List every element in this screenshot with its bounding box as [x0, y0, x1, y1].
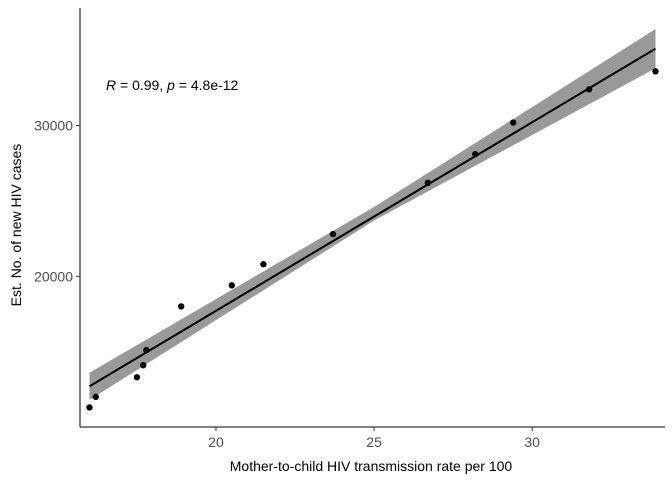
x-axis-title: Mother-to-child HIV transmission rate pe… — [230, 458, 513, 474]
data-point — [260, 261, 267, 268]
data-point — [92, 393, 100, 401]
correlation-annotation: R = 0.99, p = 4.8e-12 — [106, 77, 239, 93]
y-axis-title: Est. No. of new HIV cases — [8, 144, 24, 307]
data-point — [86, 404, 93, 411]
data-points-layer — [86, 68, 659, 411]
x-tick-label: 30 — [524, 434, 540, 450]
data-point — [329, 230, 337, 238]
y-tick-label: 20000 — [34, 268, 73, 284]
regression-line — [88, 47, 657, 388]
data-point — [177, 303, 185, 310]
x-tick-label: 20 — [208, 434, 224, 450]
data-point — [424, 179, 432, 187]
data-point — [228, 282, 235, 289]
regression-line-layer — [88, 47, 657, 388]
p-symbol: p — [166, 77, 175, 93]
data-point — [510, 119, 517, 126]
data-point — [585, 86, 593, 93]
r-value: = 0.99, — [116, 77, 167, 93]
y-tick-label: 30000 — [34, 118, 73, 134]
x-tick-label: 25 — [366, 434, 382, 450]
data-point — [472, 150, 479, 158]
data-point — [652, 68, 659, 75]
p-value: = 4.8e-12 — [175, 77, 239, 93]
axes-layer: 20 25 30 20000 30000 — [34, 8, 665, 450]
data-point — [143, 346, 150, 354]
data-point — [140, 362, 147, 369]
r-symbol: R — [106, 77, 116, 93]
data-point — [133, 374, 141, 381]
